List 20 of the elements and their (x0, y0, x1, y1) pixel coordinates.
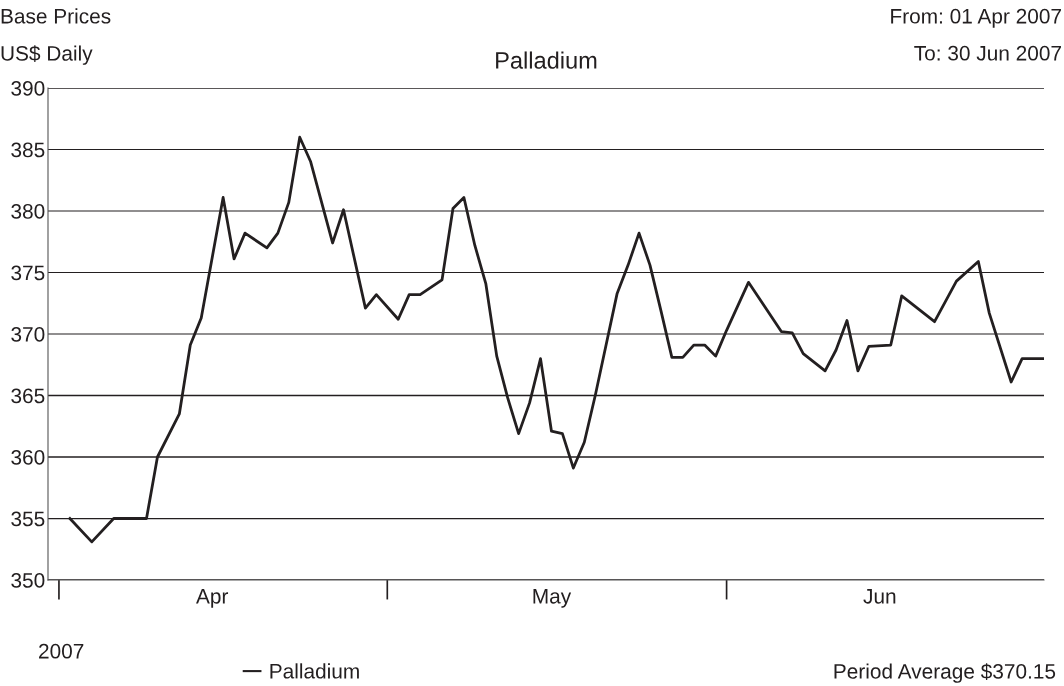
x-tick-label: Apr (196, 589, 229, 608)
text: To: 30 Jun 2007 (914, 45, 1061, 61)
y-tick-label: 375 (11, 265, 45, 281)
y-tick-label: 355 (11, 511, 45, 527)
text: Period Average $370.15 (834, 663, 1056, 683)
legend-label: Palladium (270, 663, 359, 679)
y-tick-label: 370 (11, 327, 45, 342)
chart-title: Palladium (496, 51, 597, 69)
y-tick-label: 360 (11, 450, 45, 465)
x-tick-label: Jun (863, 589, 896, 604)
text: From: 01 Apr 2007 (891, 8, 1061, 28)
y-tick-label: 390 (11, 81, 45, 96)
text: US$ Daily (1, 45, 93, 65)
text: 2007 (39, 643, 84, 659)
y-tick-label: 350 (11, 573, 45, 588)
y-tick-label: 380 (11, 204, 45, 219)
x-tick-label: May (533, 589, 572, 608)
y-tick-label: 365 (11, 388, 45, 404)
y-tick-label: 385 (11, 142, 45, 158)
text: Base Prices (1, 8, 111, 24)
